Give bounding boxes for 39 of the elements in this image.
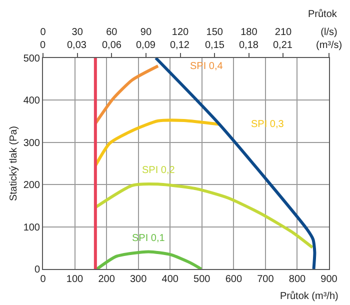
series-label: SPI 0,2 (142, 165, 176, 176)
x-tick-label: 600 (225, 274, 242, 285)
y-tick-label: 300 (23, 138, 40, 149)
x-tick-label: 500 (194, 274, 211, 285)
text: 0,09 (136, 40, 156, 51)
x2-tick-label: 180 (240, 27, 258, 38)
x-tick-label: 800 (288, 274, 306, 285)
y-tick-label: 0 (34, 264, 40, 276)
text: 0,18 (239, 40, 259, 51)
x-axis-title: Průtok (m³/h) (280, 290, 338, 302)
text: SPI 0,3 (251, 119, 284, 130)
y-tick-label: 500 (23, 54, 40, 64)
x2-tick-label: 30 (72, 27, 84, 38)
text: 0,21 (273, 40, 293, 51)
x2-axis-title: Průtok (308, 8, 338, 20)
x-tick-label: 900 (320, 274, 338, 285)
line-series (96, 250, 203, 269)
x-tick-label: 700 (257, 274, 274, 285)
x-tick-label: 100 (66, 274, 84, 285)
text: 0,03 (67, 40, 87, 51)
x-tick-label: 200 (98, 274, 116, 285)
y-tick-label: 200 (23, 180, 40, 192)
x-tick-label: 400 (162, 274, 179, 285)
y-tick-label: 100 (23, 222, 40, 234)
x2-tick-label: 210 (274, 27, 292, 38)
x-tick-label: 300 (130, 274, 148, 285)
y-axis-title: Statický tlak (Pa) (8, 126, 20, 202)
text: (m³/s) (316, 40, 342, 51)
text: SPI 0,4 (190, 61, 224, 72)
x2-tick-label: 120 (172, 27, 190, 38)
text: 0,06 (102, 40, 122, 51)
x2-tick-label: 90 (140, 27, 152, 38)
text: 0,15 (205, 40, 225, 51)
x2-tick-label: 150 (206, 27, 224, 38)
y-tick-label: 400 (23, 96, 40, 107)
text: 0,12 (170, 40, 190, 51)
x2-tick-label: 60 (106, 27, 118, 38)
series-label: SPI 0,1 (132, 233, 166, 244)
x2-tick-label: (l/s) (320, 27, 338, 38)
